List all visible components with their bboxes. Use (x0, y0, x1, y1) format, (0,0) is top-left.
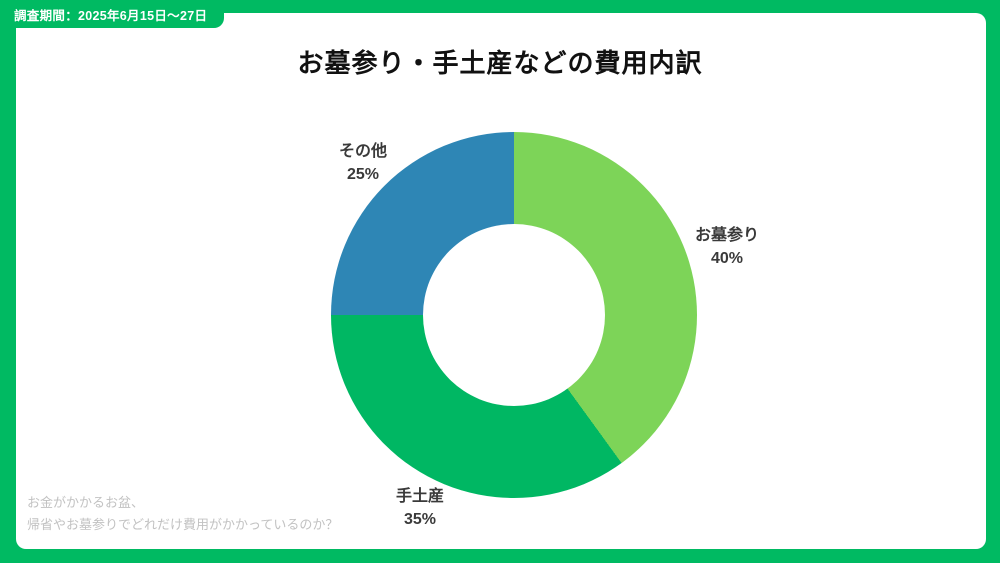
slice-label-omairi: お墓参り 40% (695, 224, 759, 270)
slice-label-omairi-name: お墓参り (694, 227, 760, 244)
donut-chart (331, 132, 697, 498)
slice-label-sonota-percent: 25% (346, 166, 380, 183)
slice-label-temiyage: 手土産 35% (396, 485, 444, 531)
slice-label-sonota-name: その他 (338, 143, 388, 160)
chart-title: お墓参り・手土産などの費用内訳 (297, 48, 703, 78)
slice-label-sonota: その他 25% (339, 140, 387, 186)
survey-period-badge: 調査期間：2025年6月15日～27日 (0, 0, 224, 28)
footnote: お金がかかるお盆、 帰省やお墓参りでどれだけ費用がかかっているのか？ (27, 492, 338, 535)
slice-label-temiyage-percent: 35% (403, 511, 437, 528)
donut-hole (423, 224, 605, 406)
footnote-line-2: 帰省やお墓参りでどれだけ費用がかかっているのか？ (27, 516, 339, 532)
slice-label-omairi-percent: 40% (710, 250, 744, 267)
slice-label-temiyage-name: 手土産 (395, 488, 445, 505)
footnote-line-1: お金がかかるお盆、 (27, 495, 145, 510)
survey-period-text: 調査期間：2025年6月15日～27日 (14, 8, 208, 23)
